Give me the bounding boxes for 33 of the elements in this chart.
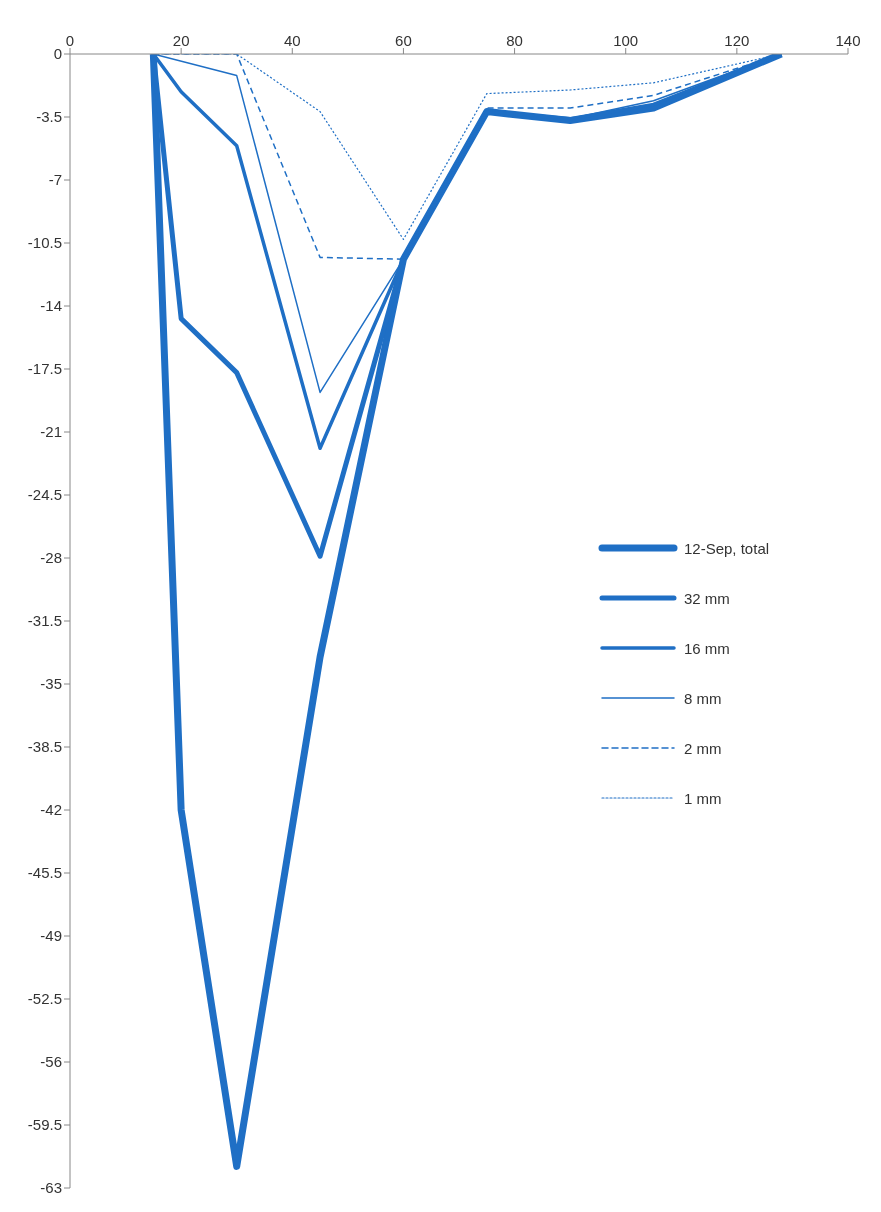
y-tick-label: -45.5 [27,864,62,882]
y-tick-label: -35 [40,675,62,693]
y-tick-label: -21 [40,423,62,441]
x-tick-label: 40 [283,32,301,49]
y-tick-label: -59.5 [27,1116,62,1134]
x-tick-label: 0 [65,32,75,49]
x-tick-label: 120 [724,32,750,49]
x-tick-label: 80 [506,32,523,49]
y-tick-label: -7 [48,171,62,189]
x-tick-label: 20 [172,32,190,49]
y-tick-label: -31.5 [27,612,62,630]
x-tick-label: 100 [613,32,639,49]
y-tick-label: -38.5 [27,738,62,756]
y-tick-label: -17.5 [27,360,62,378]
y-tick-label: -3.5 [36,108,62,126]
legend-label: 1 mm [684,789,722,807]
y-tick-label: -28 [40,549,62,567]
y-tick-label: -24.5 [27,486,62,504]
y-tick-label: -63 [40,1179,62,1197]
y-tick-label: 0 [53,45,62,63]
y-tick-label: -10.5 [27,234,62,252]
legend-label: 12-Sep, total [684,539,770,557]
y-tick-label: -14 [40,297,62,315]
y-tick-label: -56 [40,1053,62,1071]
legend-label: 32 mm [684,589,730,607]
legend-label: 2 mm [684,739,722,757]
x-tick-label: 140 [835,32,861,49]
x-tick-label: 60 [395,32,412,49]
y-tick-label: -49 [40,927,62,945]
legend-label: 8 mm [684,689,722,707]
legend-label: 16 mm [684,639,730,657]
y-tick-label: -52.5 [27,990,62,1008]
y-tick-label: -42 [40,801,62,819]
